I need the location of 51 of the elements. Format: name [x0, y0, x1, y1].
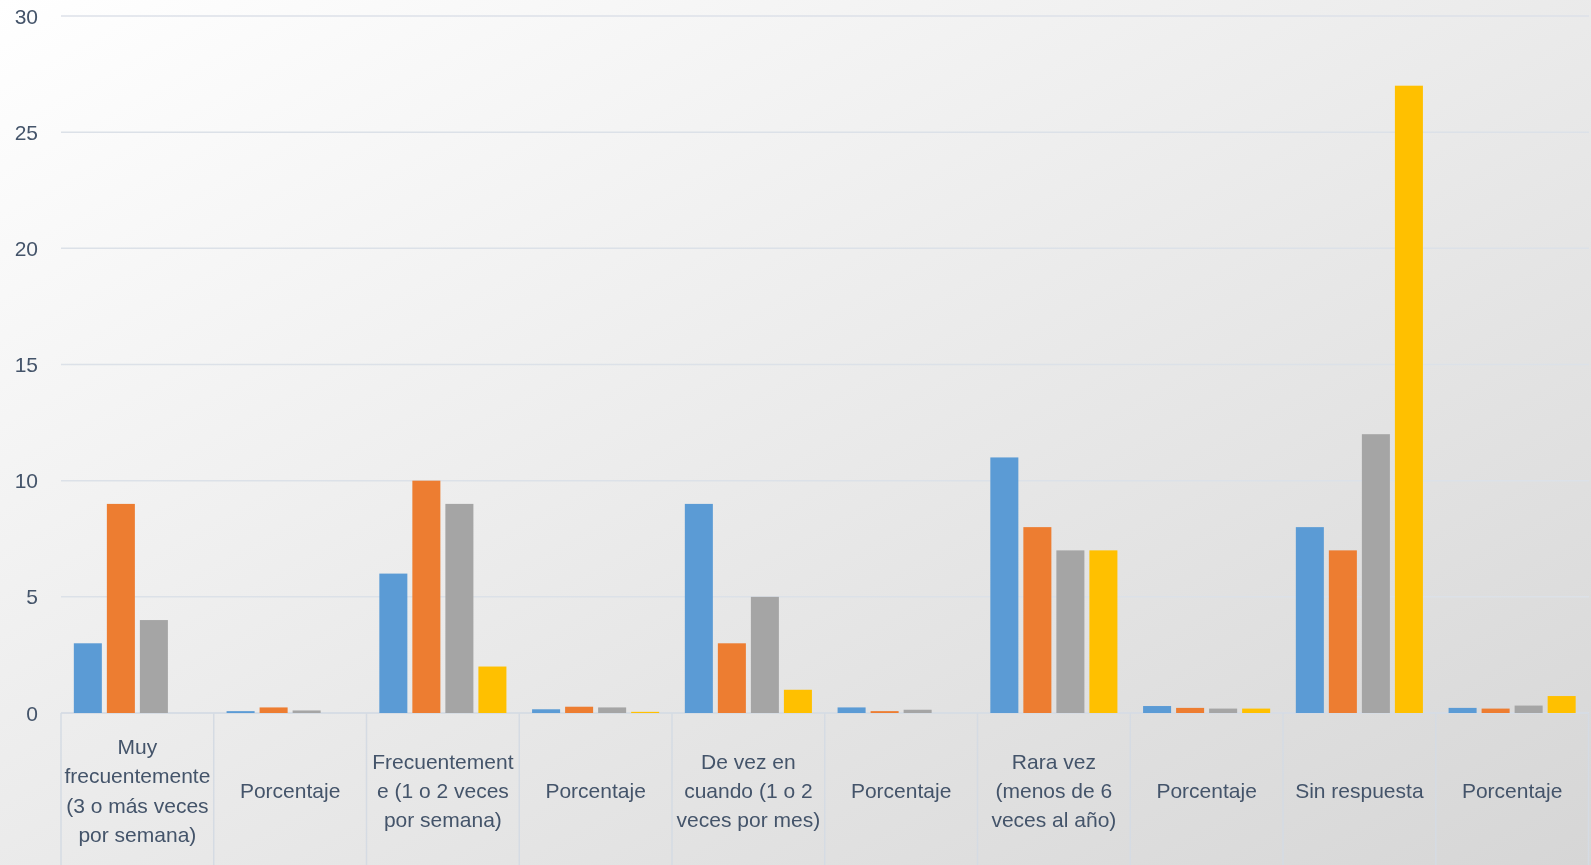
bar [1143, 706, 1172, 713]
bar [565, 706, 594, 713]
bar [1514, 705, 1543, 713]
bar [903, 709, 932, 713]
bar [717, 643, 746, 713]
x-tick-label: De vez en cuando (1 o 2 veces por mes) [676, 749, 821, 831]
bar [1176, 707, 1205, 713]
x-tick-label: Porcentaje [239, 778, 341, 802]
bar [1481, 708, 1510, 713]
bar [684, 503, 713, 713]
y-tick-label: 25 [14, 120, 38, 144]
bar [73, 643, 102, 713]
bar [478, 666, 507, 713]
bar [750, 596, 779, 713]
x-tick-label: Porcentaje [850, 778, 952, 802]
bar [532, 709, 561, 713]
x-tick-label: Porcentaje [1461, 778, 1563, 802]
bar [1023, 527, 1052, 713]
bar [1242, 708, 1271, 713]
bar [783, 689, 812, 713]
bar [445, 503, 474, 713]
bar [412, 480, 441, 713]
y-tick-label: 10 [14, 469, 38, 493]
bar [1295, 527, 1324, 713]
x-tick-label: Frecuentemente (1 o 2 veces por semana) [372, 749, 514, 831]
bar [1056, 550, 1085, 713]
bar [1328, 550, 1357, 713]
bar [1089, 550, 1118, 713]
bar [379, 573, 408, 713]
bar [1547, 696, 1576, 713]
y-tick-label: 15 [14, 353, 38, 376]
bar [292, 710, 321, 713]
bar [990, 457, 1019, 713]
bar [1448, 707, 1477, 713]
bar [1394, 85, 1423, 713]
y-tick-label: 5 [26, 585, 38, 609]
bar [106, 503, 135, 713]
y-tick-label: 20 [14, 236, 38, 260]
x-tick-label: Porcentaje [545, 778, 646, 802]
bar [259, 707, 288, 713]
y-tick-label: 0 [26, 701, 38, 725]
bar [837, 707, 866, 713]
bar [598, 707, 627, 713]
y-tick-label: 30 [14, 4, 38, 28]
x-tick-label: Porcentaje [1156, 778, 1257, 802]
bar [1209, 708, 1238, 713]
bar [1361, 434, 1390, 713]
x-tick-label: Sin respuesta [1295, 778, 1424, 802]
x-tick-label: Muy frecuentemente (3 o más veces por semana) [64, 734, 211, 846]
bar [139, 620, 168, 713]
x-tick-label: Rara vez (menos de 6 veces al año) [991, 749, 1117, 831]
